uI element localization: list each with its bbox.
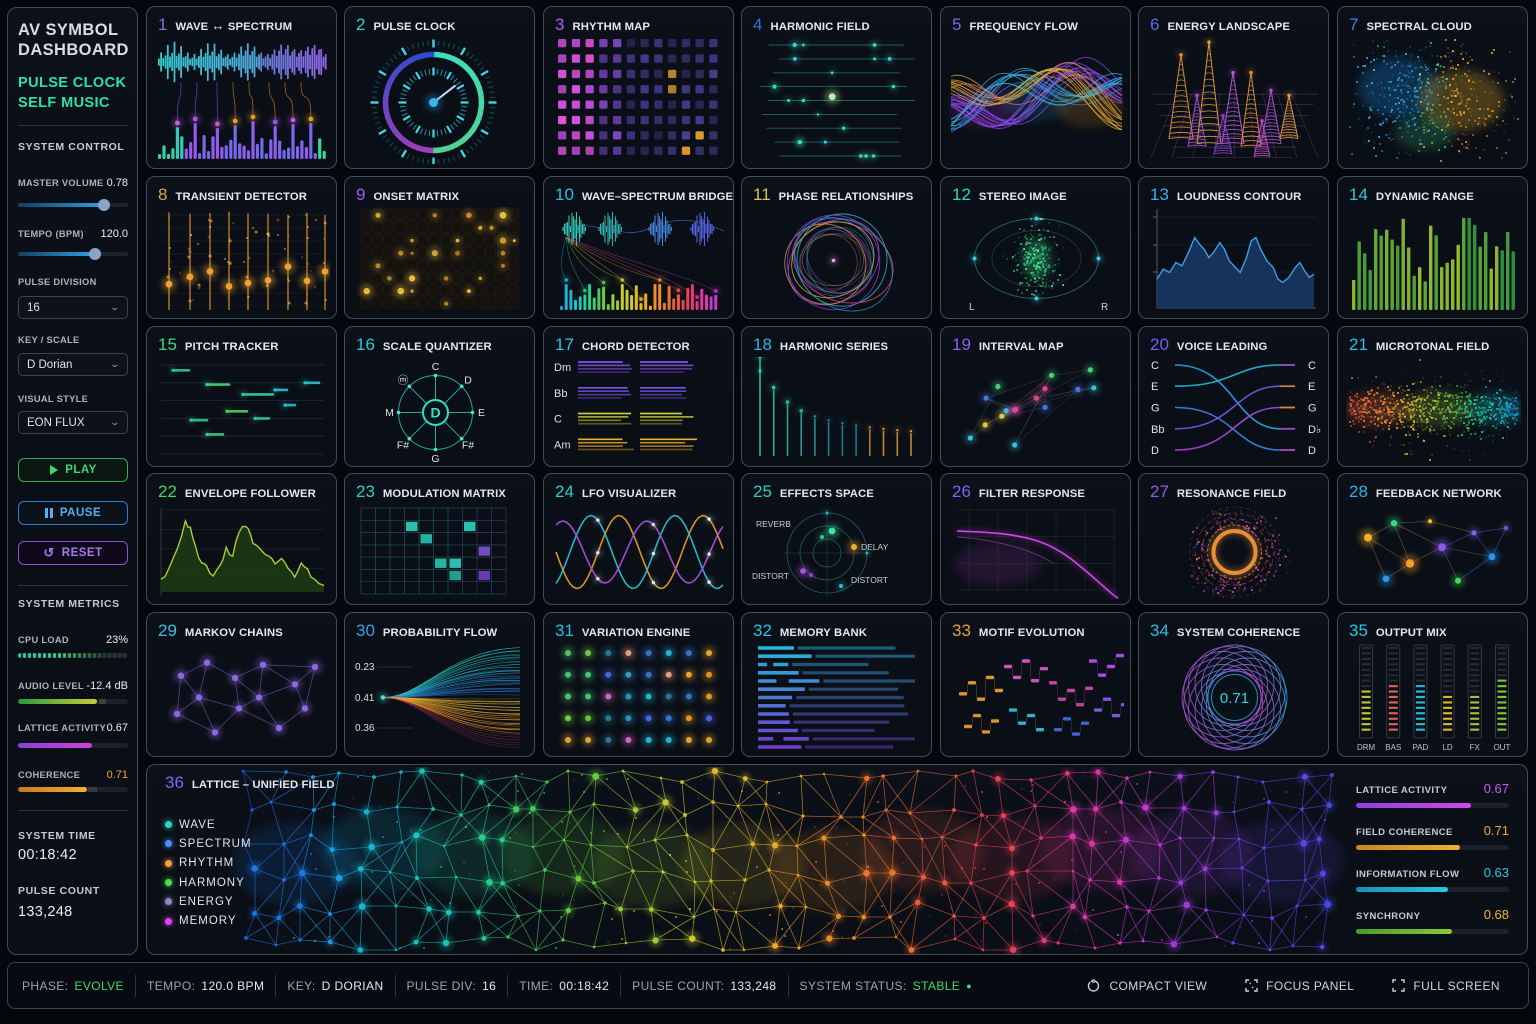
svg-text:LD: LD — [1442, 743, 1452, 752]
svg-text:F#: F# — [462, 440, 474, 452]
svg-text:D♭: D♭ — [1308, 424, 1321, 436]
svg-text:D: D — [1151, 445, 1159, 457]
svg-text:D: D — [430, 405, 440, 421]
svg-text:D: D — [1308, 445, 1316, 457]
svg-text:ⓜ: ⓜ — [398, 375, 409, 387]
svg-text:Dm: Dm — [554, 362, 571, 374]
svg-text:E: E — [1151, 381, 1158, 393]
svg-text:PAD: PAD — [1412, 743, 1428, 752]
svg-text:0.36: 0.36 — [355, 723, 375, 734]
svg-text:Bb: Bb — [554, 388, 567, 400]
svg-text:G: G — [1151, 403, 1160, 415]
svg-text:L: L — [969, 302, 975, 313]
svg-text:Am: Am — [554, 439, 571, 451]
svg-text:G: G — [1308, 403, 1317, 415]
svg-text:DISTORT: DISTORT — [851, 575, 888, 585]
svg-text:FX: FX — [1470, 743, 1481, 752]
svg-text:REVERB: REVERB — [756, 519, 791, 529]
svg-text:BAS: BAS — [1385, 743, 1401, 752]
svg-text:M: M — [385, 407, 394, 419]
svg-text:E: E — [478, 407, 485, 419]
svg-text:Bb: Bb — [1151, 424, 1164, 436]
svg-text:DELAY: DELAY — [861, 542, 889, 552]
svg-text:0.23: 0.23 — [355, 662, 375, 673]
svg-text:DRM: DRM — [1357, 743, 1376, 752]
svg-text:F#: F# — [397, 440, 409, 452]
svg-text:C: C — [1308, 360, 1316, 372]
svg-text:0.71: 0.71 — [1220, 690, 1249, 707]
svg-text:0.41: 0.41 — [355, 693, 375, 704]
svg-text:C: C — [1151, 360, 1159, 372]
svg-text:G: G — [431, 453, 439, 462]
svg-text:C: C — [432, 361, 440, 373]
svg-text:C: C — [554, 414, 562, 426]
svg-text:E: E — [1308, 381, 1315, 393]
svg-text:DISTORT: DISTORT — [752, 571, 789, 581]
svg-text:D: D — [464, 375, 472, 387]
svg-text:OUT: OUT — [1493, 743, 1510, 752]
svg-text:R: R — [1101, 302, 1108, 313]
